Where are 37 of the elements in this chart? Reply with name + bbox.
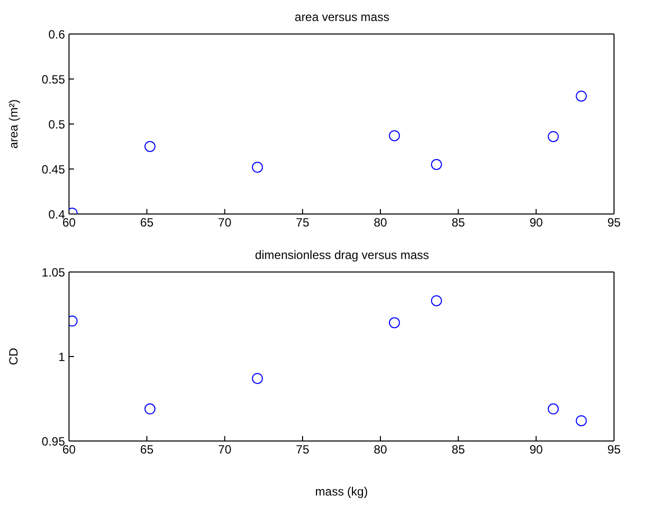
x-tick-label: 95: [607, 216, 621, 230]
point: [252, 162, 263, 173]
x-axis-title: mass (kg): [315, 484, 368, 499]
point: [388, 317, 400, 328]
x-tick-label: 90: [529, 216, 544, 230]
x-tick-label: 95: [607, 442, 621, 457]
x-tick-label: 70: [218, 216, 232, 230]
x-tick-label: 65: [140, 442, 154, 457]
x-tick-label: 85: [452, 216, 466, 230]
chart-title: dimensionless drag versus mass: [254, 248, 430, 262]
y-axis-title: area (m²): [6, 99, 20, 149]
point: [548, 403, 559, 414]
x-tick-label: 90: [529, 442, 544, 457]
x-tick-label: 85: [452, 442, 466, 457]
x-tick-label: 80: [374, 442, 388, 457]
y-tick-label: 0.6: [48, 27, 66, 42]
point: [430, 295, 442, 306]
point: [430, 159, 442, 170]
point: [252, 372, 263, 384]
point: [144, 141, 156, 152]
point: [548, 131, 559, 142]
x-tick-label: 65: [140, 216, 154, 230]
point: [576, 90, 587, 102]
y-tick-label: 0.55: [42, 72, 66, 86]
point: [144, 403, 156, 414]
point: [576, 415, 587, 426]
x-tick-label: 70: [218, 442, 232, 457]
x-tick-label: 80: [374, 216, 388, 230]
y-axis-title: CD: [6, 348, 20, 366]
y-tick-label: 0.5: [48, 117, 66, 132]
chart-title: area versus mass: [294, 10, 390, 24]
x-tick-label: 75: [296, 216, 310, 230]
y-tick-label: 1: [58, 350, 66, 364]
y-tick-label: 0.45: [42, 162, 66, 176]
x-tick-label: 75: [296, 442, 310, 457]
point: [388, 130, 400, 142]
y-tick-label: 1.05: [42, 265, 66, 280]
